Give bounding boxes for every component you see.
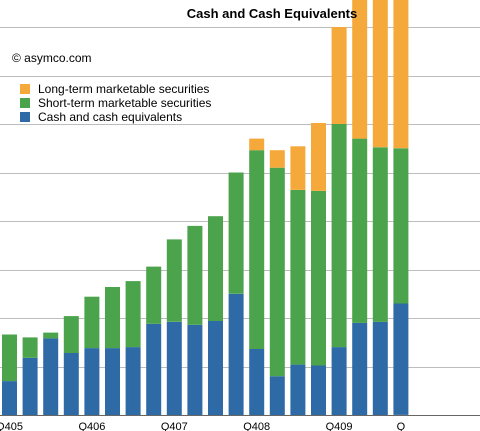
bar-segment-short-term bbox=[125, 281, 141, 348]
bar-segment-short-term bbox=[208, 216, 223, 321]
bar-segment-short-term bbox=[43, 332, 59, 339]
bar-segment-short-term bbox=[146, 266, 162, 324]
bar-segment-cash bbox=[125, 347, 141, 415]
bar-segment-cash bbox=[331, 347, 347, 415]
bar-segment-long-term bbox=[269, 150, 285, 168]
legend-item-short-term: Short-term marketable securities bbox=[20, 96, 211, 110]
bar-segment-cash bbox=[84, 348, 100, 415]
bar-segment-short-term bbox=[166, 239, 182, 322]
legend-swatch-long-term bbox=[20, 84, 30, 94]
legend-label-short-term: Short-term marketable securities bbox=[38, 96, 211, 110]
ticks-layer: Q405 Q406 Q407 Q408 Q409 Q bbox=[0, 421, 406, 431]
bar-segment-short-term bbox=[105, 287, 120, 349]
bar-segment-short-term bbox=[228, 172, 244, 294]
bar-segment-short-term bbox=[84, 296, 100, 349]
bar-segment-short-term bbox=[249, 150, 265, 349]
bar-segment-cash bbox=[2, 381, 17, 415]
bar-segment-short-term bbox=[187, 225, 203, 325]
bar-segment-short-term bbox=[352, 138, 368, 323]
chart-title: Cash and Cash Equivalents bbox=[187, 6, 358, 21]
bar-segment-short-term bbox=[63, 316, 79, 353]
bar-segment-cash bbox=[187, 324, 203, 415]
bar-segment-cash bbox=[393, 303, 409, 415]
bar-segment-cash bbox=[311, 365, 326, 415]
bar-segment-cash bbox=[43, 338, 59, 415]
bar-segment-short-term bbox=[331, 124, 347, 348]
bar-segment-cash bbox=[269, 376, 285, 415]
bar-segment-short-term bbox=[269, 167, 285, 377]
bar-segment-cash bbox=[208, 320, 223, 415]
bar-segment-short-term bbox=[22, 337, 38, 358]
legend: Long-term marketable securities Short-te… bbox=[20, 82, 211, 124]
bar-segment-cash bbox=[372, 321, 388, 415]
legend-item-long-term: Long-term marketable securities bbox=[20, 82, 209, 96]
bar-segment-long-term bbox=[372, 0, 388, 148]
x-tick-label: Q409 bbox=[326, 421, 353, 431]
x-tick-label: Q405 bbox=[0, 421, 23, 431]
bar-segment-short-term bbox=[311, 190, 326, 366]
bar-segment-cash bbox=[105, 348, 120, 415]
bar-segment-cash bbox=[249, 349, 265, 415]
bar-segment-cash bbox=[63, 352, 79, 415]
legend-item-cash: Cash and cash equivalents bbox=[20, 110, 182, 124]
bar-segment-cash bbox=[228, 293, 244, 415]
bar-segment-cash bbox=[166, 321, 182, 415]
bar-segment-long-term bbox=[290, 146, 306, 190]
bar-segment-short-term bbox=[290, 190, 306, 365]
legend-swatch-cash bbox=[20, 112, 30, 122]
bar-segment-cash bbox=[22, 357, 38, 415]
bar-segment-long-term bbox=[331, 27, 347, 124]
bar-segment-cash bbox=[290, 364, 306, 415]
x-tick-label: Q407 bbox=[161, 421, 188, 431]
source-annotation: © asymco.com bbox=[12, 51, 92, 65]
legend-label-cash: Cash and cash equivalents bbox=[38, 110, 182, 124]
x-tick-label: Q408 bbox=[243, 421, 270, 431]
bar-segment-long-term bbox=[311, 123, 326, 191]
bar-segment-short-term bbox=[372, 147, 388, 322]
bar-segment-long-term bbox=[249, 138, 265, 151]
legend-swatch-short-term bbox=[20, 98, 30, 108]
bar-segment-cash bbox=[352, 322, 368, 415]
bar-segment-cash bbox=[146, 323, 162, 415]
bar-segment-short-term bbox=[393, 148, 409, 304]
bar-segment-long-term bbox=[352, 0, 368, 139]
bars-layer bbox=[2, 0, 409, 415]
legend-label-long-term: Long-term marketable securities bbox=[38, 82, 209, 96]
bar-segment-short-term bbox=[2, 334, 17, 382]
bar-segment-long-term bbox=[393, 0, 409, 149]
x-tick-label: Q bbox=[397, 421, 406, 431]
x-tick-label: Q406 bbox=[78, 421, 105, 431]
